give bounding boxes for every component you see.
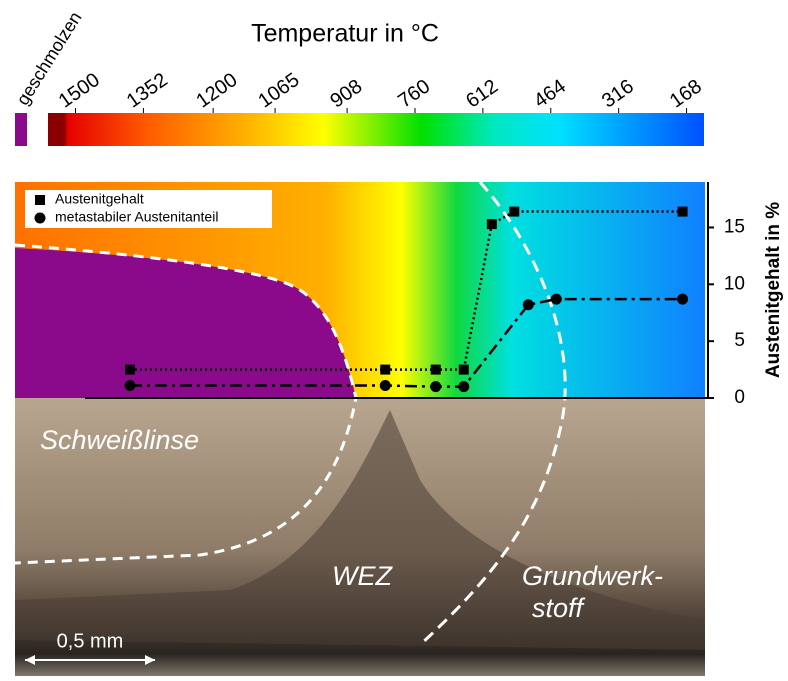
- legend-label: Austenitgehalt: [55, 191, 144, 207]
- marker: [458, 381, 470, 393]
- colorbar-tick-label: 1352: [123, 69, 172, 113]
- marker: [509, 206, 520, 217]
- melt-pool: [15, 248, 356, 398]
- colorbar-tick-label: 316: [598, 75, 638, 112]
- colorbar-tick-label: 760: [394, 75, 434, 112]
- colorbar-tick-label: 464: [530, 75, 570, 112]
- colorbar-tick-label: 1065: [254, 69, 303, 113]
- legend-marker: [34, 212, 46, 224]
- legend-label: metastabiler Austenitanteil: [55, 209, 218, 225]
- marker: [124, 379, 136, 391]
- colorbar-tick-label: 168: [666, 75, 706, 112]
- marker: [486, 219, 497, 230]
- colorbar: [48, 113, 704, 146]
- colorbar-tick-label: 1500: [55, 69, 104, 113]
- marker: [458, 364, 469, 375]
- annotation: WEZ: [332, 561, 393, 591]
- marker: [430, 364, 441, 375]
- marker: [430, 381, 442, 393]
- fusion-line: [14, 243, 358, 565]
- colorbar-ticks: 1500 1352 1200 1065 908 760 612 464 316 168: [55, 69, 706, 113]
- haz-boundary: [418, 181, 567, 647]
- legend: [25, 190, 272, 228]
- y-tick-label: 15: [724, 216, 745, 237]
- marker: [550, 293, 562, 305]
- marker: [677, 206, 688, 217]
- annotation: Schweißlinse: [40, 425, 199, 455]
- melted-swatch: [15, 113, 27, 146]
- annotation: 0,5 mm: [57, 630, 124, 652]
- y-tick-label: 5: [734, 330, 745, 351]
- annotation: stoff: [532, 593, 586, 623]
- colorbar-tick-label: 1200: [192, 69, 241, 113]
- annotation: Grundwerk-: [522, 561, 663, 591]
- marker: [677, 293, 689, 305]
- marker: [522, 299, 534, 311]
- y-tick-label: 10: [724, 273, 745, 294]
- y-tick-label: 0: [734, 387, 745, 408]
- marker: [379, 379, 391, 391]
- y-axis-label: Austenitgehalt in %: [763, 202, 784, 378]
- marker: [125, 364, 135, 375]
- legend-marker: [35, 195, 45, 205]
- colorbar-tick-label: 908: [326, 75, 366, 112]
- colorbar-tick-label: 612: [462, 75, 502, 112]
- marker: [380, 364, 391, 375]
- colorbar-title: Temperatur in °C: [251, 20, 439, 48]
- haz-band: [15, 410, 705, 650]
